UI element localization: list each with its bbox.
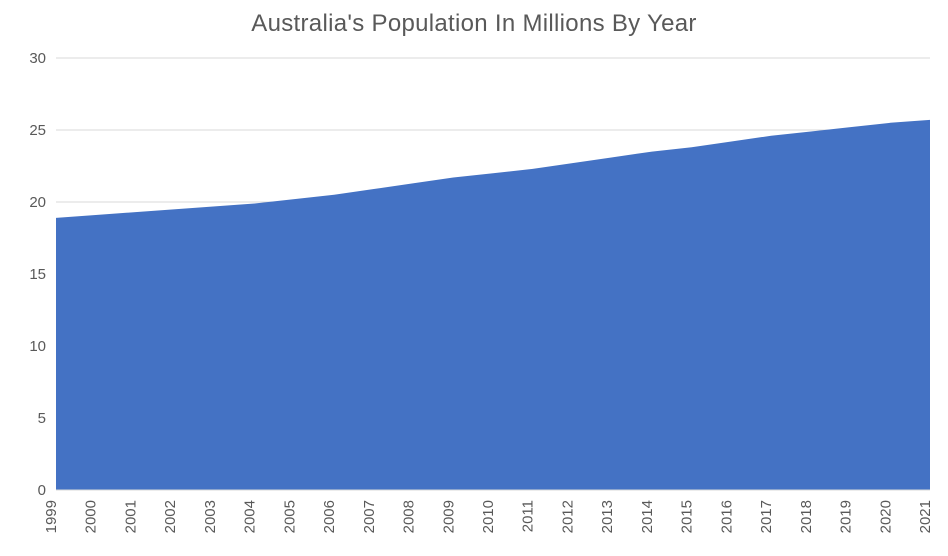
x-tick-label: 2002 <box>162 500 179 533</box>
y-tick-label: 10 <box>29 338 46 355</box>
x-tick-label: 2001 <box>122 500 139 533</box>
x-tick-label: 2006 <box>321 500 338 533</box>
x-tick-label: 1999 <box>43 500 60 533</box>
y-tick-label: 15 <box>29 266 46 283</box>
x-tick-label: 2004 <box>242 500 259 533</box>
x-tick-label: 2000 <box>83 500 100 533</box>
x-tick-label: 2020 <box>877 500 894 533</box>
x-tick-label: 2019 <box>838 500 855 533</box>
x-tick-label: 2010 <box>480 500 497 533</box>
x-tick-label: 2007 <box>361 500 378 533</box>
x-tick-label: 2016 <box>718 500 735 533</box>
x-tick-label: 2015 <box>679 500 696 533</box>
x-tick-label: 2003 <box>202 500 219 533</box>
x-tick-label: 2012 <box>559 500 576 533</box>
x-tick-label: 2013 <box>599 500 616 533</box>
x-tick-label: 2014 <box>639 500 656 533</box>
x-tick-label: 2011 <box>520 500 537 532</box>
y-tick-label: 25 <box>29 122 46 139</box>
x-tick-label: 2018 <box>798 500 815 533</box>
x-tick-label: 2008 <box>401 500 418 533</box>
x-tick-label: 2021 <box>917 500 934 533</box>
y-tick-label: 0 <box>38 482 46 499</box>
y-tick-label: 30 <box>29 50 46 67</box>
y-tick-label: 20 <box>29 194 46 211</box>
population-area-chart: Australia's Population In Millions By Ye… <box>0 0 948 556</box>
chart-title: Australia's Population In Millions By Ye… <box>0 10 948 38</box>
x-tick-label: 2005 <box>281 500 298 533</box>
area-series <box>56 120 930 490</box>
chart-svg: 0 5 10 15 20 25 30 1999 2000 2001 2002 2003 2004 2005… <box>0 0 948 556</box>
x-tick-label: 2009 <box>440 500 457 533</box>
y-tick-label: 5 <box>38 410 46 427</box>
x-tick-label: 2017 <box>758 500 775 533</box>
